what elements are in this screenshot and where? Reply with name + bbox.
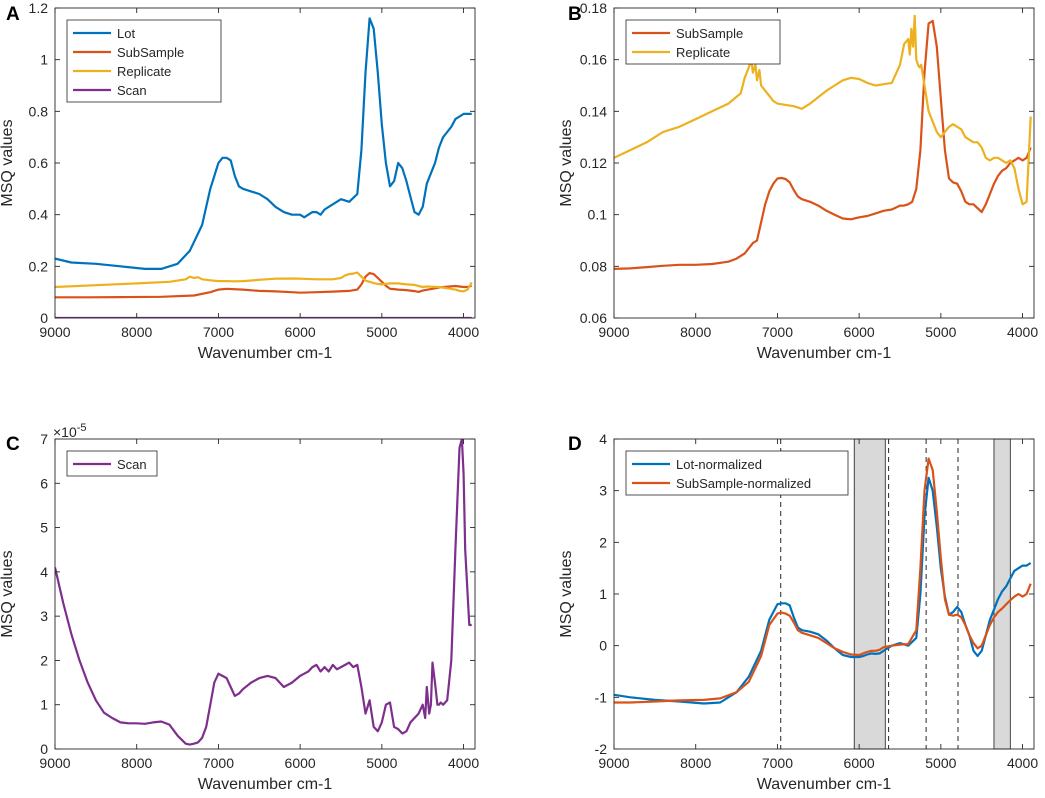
series-line-replicate bbox=[614, 14, 1032, 206]
legend-entry: Lot bbox=[117, 26, 135, 41]
x-tick-label: 7000 bbox=[203, 755, 234, 771]
y-tick-label: 6 bbox=[40, 475, 48, 491]
y-tick-label: -2 bbox=[595, 741, 608, 757]
x-tick-label: 8000 bbox=[680, 755, 711, 771]
x-tick-label: 9000 bbox=[598, 324, 629, 340]
legend-entry: Lot-normalized bbox=[676, 457, 762, 472]
y-tick-label: 3 bbox=[599, 483, 607, 499]
x-tick-label: 7000 bbox=[203, 324, 234, 340]
y-axis-label: MSQ values bbox=[558, 550, 575, 637]
legend-entry: Scan bbox=[117, 83, 147, 98]
panel-a: 9000 8000 7000 6000 5000 4000 0 0.2 0.4 0.6 0.8 1 1.… bbox=[0, 0, 479, 362]
y-tick-label: 0.1 bbox=[588, 207, 608, 223]
y-tick-label: 3 bbox=[40, 608, 48, 624]
legend-entry: Replicate bbox=[676, 45, 730, 60]
y-tick-label: 0.8 bbox=[29, 103, 49, 119]
y-tick-label: 1 bbox=[599, 586, 607, 602]
series-line-subsample bbox=[55, 272, 473, 299]
y-tick-label: 4 bbox=[599, 431, 607, 447]
y-tick-label: -1 bbox=[595, 689, 608, 705]
x-tick-label: 5000 bbox=[925, 755, 956, 771]
panel-label: D bbox=[568, 434, 582, 455]
x-tick-label: 9000 bbox=[39, 755, 70, 771]
shaded-region-2 bbox=[993, 438, 1011, 750]
legend-entry: Scan bbox=[117, 457, 147, 472]
panel-label: B bbox=[568, 4, 582, 25]
y-tick-label: 0.6 bbox=[29, 155, 49, 171]
y-tick-label: 1 bbox=[40, 697, 48, 713]
panel-label: C bbox=[6, 434, 20, 455]
panel-label: A bbox=[6, 4, 20, 25]
y-tick-label: 4 bbox=[40, 564, 48, 580]
y-tick-label: 0.2 bbox=[29, 258, 49, 274]
x-tick-label: 5000 bbox=[925, 324, 956, 340]
panel-c: 9000 8000 7000 6000 5000 4000 0 1 2 3 4 5 6 7 ×10-5 Wav… bbox=[0, 422, 479, 793]
shaded-region-1 bbox=[853, 438, 886, 750]
y-tick-label: 2 bbox=[40, 652, 48, 668]
x-tick-label: 9000 bbox=[39, 324, 70, 340]
y-tick-label: 1 bbox=[40, 52, 48, 68]
y-tick-label: 7 bbox=[40, 431, 48, 447]
y-axis-label: MSQ values bbox=[0, 119, 16, 206]
x-tick-label: 5000 bbox=[366, 324, 397, 340]
series-line-scan bbox=[55, 439, 472, 746]
y-exponent-label: ×10-5 bbox=[53, 422, 87, 440]
series-line-lot bbox=[55, 17, 472, 270]
y-tick-label: 0.06 bbox=[580, 310, 607, 326]
x-tick-label: 8000 bbox=[121, 324, 152, 340]
x-axis-label: Wavenumber cm-1 bbox=[198, 776, 333, 793]
x-tick-label: 9000 bbox=[598, 755, 629, 771]
y-tick-label: 0.14 bbox=[580, 103, 607, 119]
x-tick-label: 6000 bbox=[285, 324, 316, 340]
legend bbox=[625, 450, 849, 496]
y-tick-label: 0 bbox=[40, 741, 48, 757]
series-line-subsample bbox=[614, 19, 1032, 270]
series-line-replicate bbox=[55, 271, 473, 293]
y-tick-label: 0.08 bbox=[580, 258, 607, 274]
y-axis-label: MSQ values bbox=[0, 550, 16, 637]
x-axis-label: Wavenumber cm-1 bbox=[757, 776, 892, 793]
x-tick-label: 4000 bbox=[1007, 755, 1038, 771]
y-tick-label: 0.12 bbox=[580, 155, 607, 171]
x-tick-label: 5000 bbox=[366, 755, 397, 771]
series-line-subsample-normalized bbox=[614, 457, 1032, 704]
x-tick-label: 4000 bbox=[448, 755, 479, 771]
y-tick-label: 0 bbox=[40, 310, 48, 326]
y-tick-label: 2 bbox=[599, 534, 607, 550]
panel-d: 9000 8000 7000 6000 5000 4000 -2 -1 0 1 2 3 4 Wavenum… bbox=[558, 431, 1038, 793]
y-tick-label: 0.16 bbox=[580, 52, 607, 68]
legend-entry: SubSample bbox=[117, 45, 184, 60]
y-tick-label: 1.2 bbox=[29, 0, 49, 16]
panel-b: 9000 8000 7000 6000 5000 4000 0.06 0.08 0.1 0.12 0… bbox=[558, 0, 1038, 362]
legend-entry: SubSample bbox=[676, 26, 743, 41]
x-tick-label: 8000 bbox=[121, 755, 152, 771]
legend-entry: SubSample-normalized bbox=[676, 476, 811, 491]
y-tick-label: 0 bbox=[599, 638, 607, 654]
x-axis-label: Wavenumber cm-1 bbox=[757, 345, 892, 362]
y-tick-label: 0.18 bbox=[580, 0, 607, 16]
y-axis-label: MSQ values bbox=[558, 119, 575, 206]
legend bbox=[625, 19, 781, 65]
y-tick-label: 5 bbox=[40, 520, 48, 536]
x-tick-label: 7000 bbox=[762, 324, 793, 340]
x-tick-label: 4000 bbox=[1007, 324, 1038, 340]
plot-area bbox=[55, 439, 475, 749]
x-tick-label: 6000 bbox=[844, 324, 875, 340]
x-tick-label: 6000 bbox=[844, 755, 875, 771]
legend-entry: Replicate bbox=[117, 64, 171, 79]
x-tick-label: 6000 bbox=[285, 755, 316, 771]
axes-box bbox=[54, 438, 476, 750]
x-tick-label: 4000 bbox=[448, 324, 479, 340]
x-axis-label: Wavenumber cm-1 bbox=[198, 345, 333, 362]
x-tick-label: 8000 bbox=[680, 324, 711, 340]
y-tick-label: 0.4 bbox=[29, 207, 49, 223]
x-tick-label: 7000 bbox=[762, 755, 793, 771]
